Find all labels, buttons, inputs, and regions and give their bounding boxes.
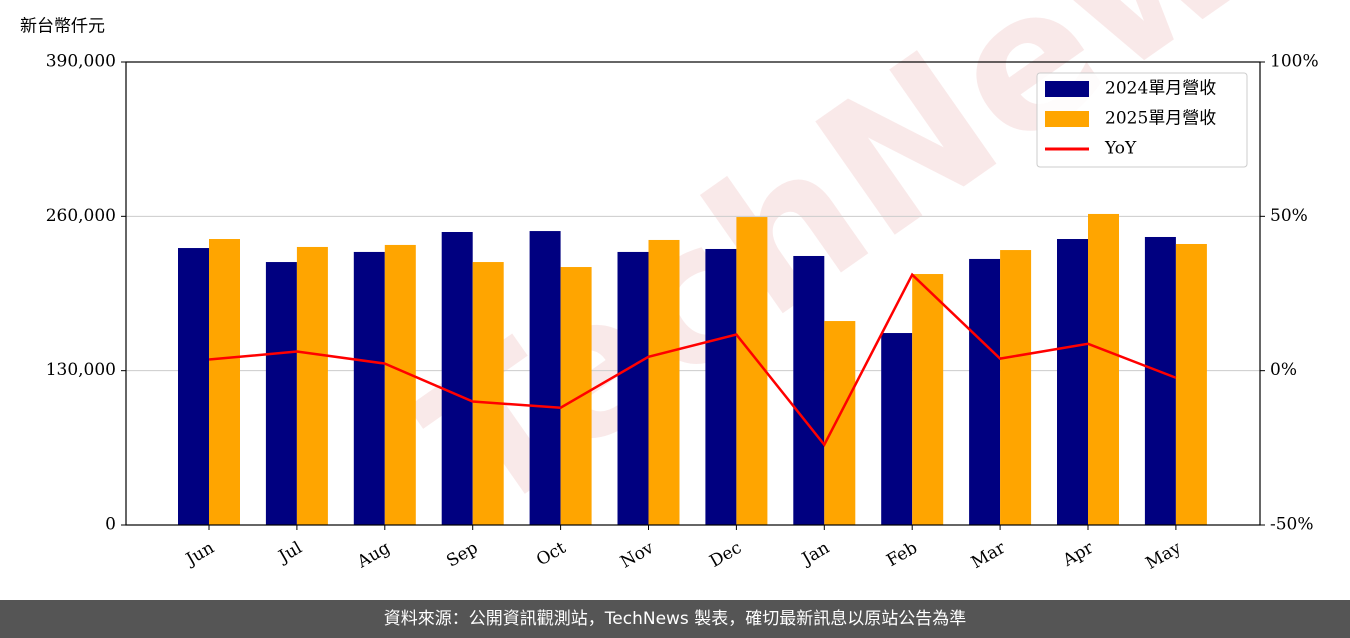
bar [969,258,1001,525]
source-note: 資料來源：公開資訊觀測站，TechNews 製表，確切最新訊息以原站公告為準 [384,609,966,629]
plot-frame [125,61,1261,526]
bar [881,333,913,525]
bar [178,248,209,526]
legend-label: YoY [1104,139,1137,159]
bar [529,231,561,525]
bar [824,321,856,525]
x-tick-label: Mar [968,537,1010,573]
legend-label: 2024單月營收 [1105,79,1216,99]
bar [560,267,592,525]
bar [209,239,240,525]
y2-tick-label: -50% [1270,515,1314,535]
y2-tick-label: 0% [1270,360,1297,380]
yoy-line [208,272,1177,448]
bar [912,274,944,525]
bar [384,244,416,525]
y-tick-label: 130,000 [46,360,116,380]
bar [1144,236,1176,526]
bar [648,239,680,526]
legend-swatch [1045,111,1089,127]
x-tick-label: May [1142,538,1185,574]
bar [705,248,737,525]
bar [1175,243,1207,525]
x-tick-label: Aug [353,538,394,573]
bar [617,251,649,525]
y-tick-label: 0 [105,515,116,535]
x-tick-label: Apr [1059,537,1098,571]
bar [472,262,504,525]
bar [353,251,385,525]
bar [1057,239,1088,525]
bar [1000,250,1032,525]
bar [441,232,473,526]
x-tick-label: Jan [797,538,833,570]
bar [793,255,825,526]
bar [1088,213,1119,525]
x-tick-label: Jun [181,538,218,571]
bar [265,262,297,525]
y-axis-label: 新台幣仟元 [20,17,105,37]
y-tick-label: 260,000 [46,206,116,226]
bar [736,217,768,525]
x-tick-label: Dec [706,538,745,572]
x-tick-label: Nov [617,538,657,573]
legend-box [1036,72,1248,168]
x-tick-label: Feb [883,538,921,571]
y2-tick-label: 100% [1270,52,1319,72]
legend-label: 2025單月營收 [1105,109,1216,129]
bar [296,246,328,525]
footer-bar [0,600,1350,638]
y-tick-label: 390,000 [46,52,116,72]
y2-tick-label: 50% [1270,206,1308,226]
x-tick-label: Sep [443,538,481,572]
x-tick-label: Oct [533,538,569,571]
x-tick-label: Jul [274,538,306,568]
legend-swatch [1045,81,1089,97]
